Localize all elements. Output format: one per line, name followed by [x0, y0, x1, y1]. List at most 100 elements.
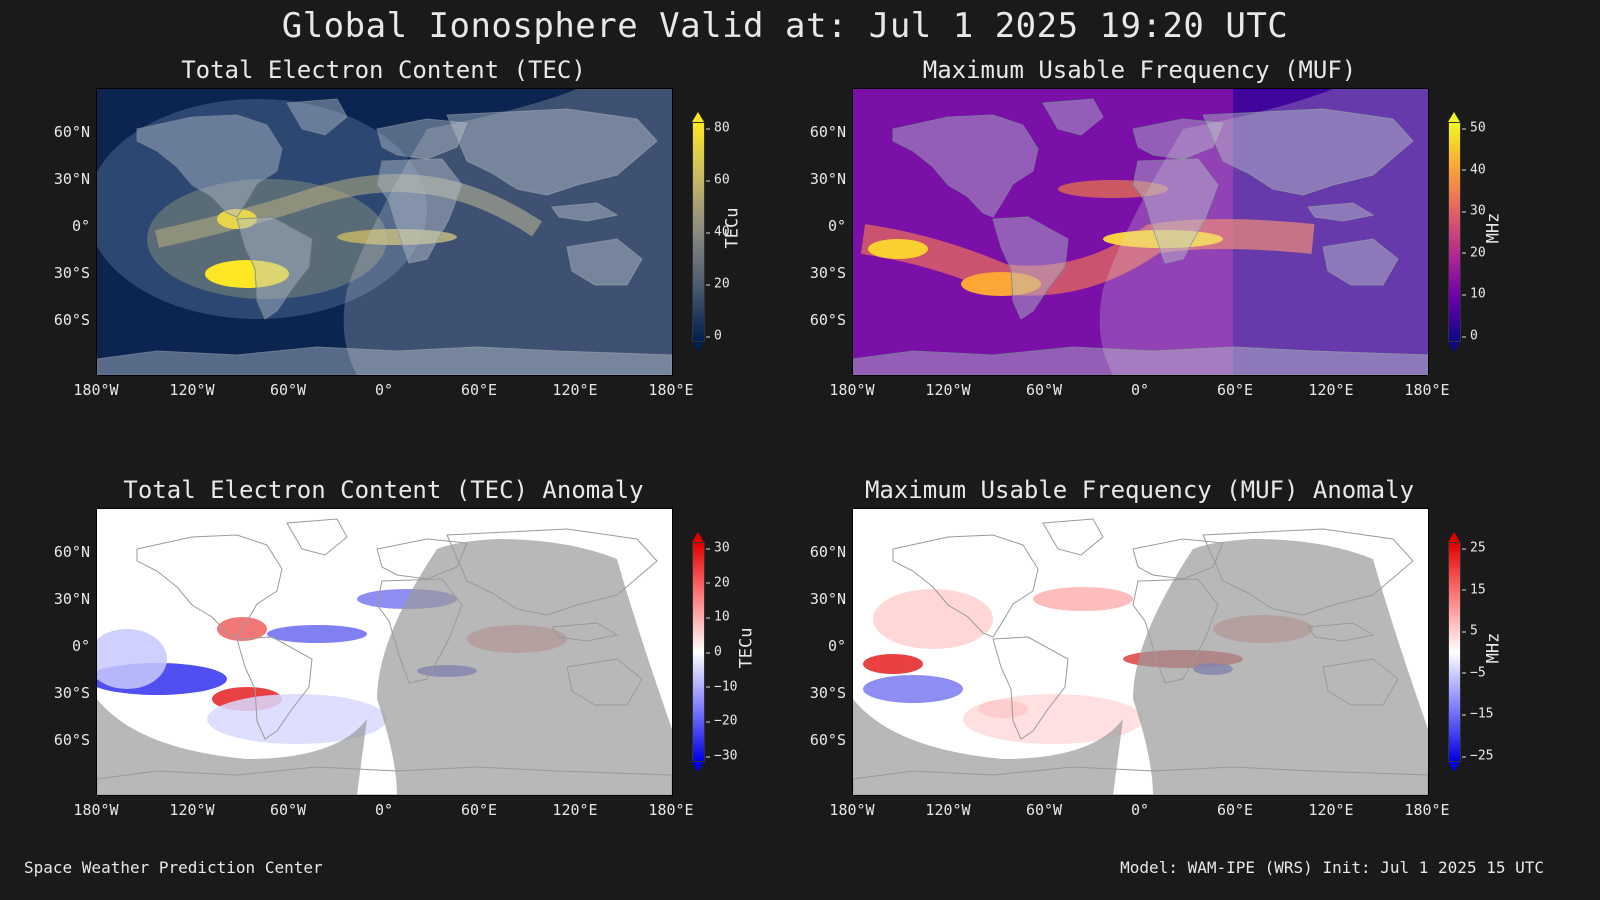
- lat-label: 30°N: [809, 590, 846, 608]
- lon-label: 120°E: [1308, 801, 1354, 819]
- lon-label: 0°: [1130, 801, 1150, 819]
- colorbar-tick-label: 50: [1462, 120, 1486, 136]
- lon-label: 60°E: [1216, 381, 1254, 399]
- tec-anomaly-colorbar: [692, 542, 705, 762]
- colorbar-max-arrow: [692, 532, 704, 542]
- lat-label: 60°S: [53, 731, 90, 749]
- tec-anomaly-colorbar-unit: TECu: [736, 627, 757, 669]
- colorbar-tick-label: 0: [706, 328, 722, 344]
- colorbar-tick-label: 40: [1462, 162, 1486, 178]
- colorbar-tick-label: 20: [1462, 245, 1486, 261]
- muf-anomaly-title: Maximum Usable Frequency (MUF) Anomaly: [864, 476, 1415, 504]
- lat-label: 60°N: [809, 543, 846, 561]
- colorbar-tick-label: 30: [1462, 203, 1486, 219]
- colorbar-tick-label: 20: [706, 575, 730, 591]
- lon-label: 60°W: [269, 381, 307, 399]
- lon-label: 180°E: [1404, 381, 1450, 399]
- muf-colorbar: [1448, 122, 1461, 342]
- main-title: Global Ionosphere Valid at: Jul 1 2025 1…: [281, 6, 1289, 46]
- tec-colorbar: [692, 122, 705, 342]
- muf-colorbar-unit: MHz: [1483, 212, 1504, 244]
- colorbar-tick-label: 10: [706, 609, 730, 625]
- lon-label: 120°W: [169, 801, 215, 819]
- lon-label: 180°W: [73, 381, 119, 399]
- lon-label: 0°: [374, 381, 394, 399]
- colorbar-tick-label: −5: [1462, 665, 1486, 681]
- muf-anomaly-colorbar-unit: MHz: [1483, 632, 1504, 664]
- colorbar-max-arrow: [1448, 532, 1460, 542]
- lat-label: 30°S: [53, 264, 90, 282]
- colorbar-min-arrow: [692, 342, 704, 352]
- lon-label: 60°W: [1025, 801, 1063, 819]
- lon-label: 120°E: [552, 381, 598, 399]
- colorbar-tick-label: 20: [706, 276, 730, 292]
- lat-label: 30°S: [809, 264, 846, 282]
- lon-label: 0°: [1130, 381, 1150, 399]
- tec-contour-field: [97, 89, 672, 375]
- tec-panel: Total Electron Content (TEC) 60°N 30°N 0° 30…: [0, 0, 780, 400]
- colorbar-tick-label: 0: [706, 644, 722, 660]
- colorbar-tick-label: −20: [705, 713, 738, 729]
- lon-label: 120°E: [552, 801, 598, 819]
- lon-label: 180°E: [648, 801, 694, 819]
- muf-anomaly-map: [852, 508, 1429, 796]
- footer-right: Model: WAM-IPE (WRS) Init: Jul 1 2025 15…: [1120, 858, 1544, 877]
- muf-title: Maximum Usable Frequency (MUF): [922, 56, 1357, 84]
- lon-label: 120°W: [925, 801, 971, 819]
- lon-label: 180°W: [73, 801, 119, 819]
- tec-map: [96, 88, 673, 376]
- tec-anomaly-contour-field: [97, 509, 672, 795]
- lon-label: 180°W: [829, 381, 875, 399]
- lat-label: 60°S: [809, 731, 846, 749]
- tec-anomaly-title: Total Electron Content (TEC) Anomaly: [123, 476, 644, 504]
- lon-label: 180°E: [648, 381, 694, 399]
- muf-anomaly-colorbar: [1448, 542, 1461, 762]
- muf-anomaly-contour-field: [853, 509, 1428, 795]
- muf-contour-field: [853, 89, 1428, 375]
- lat-label: 0°: [827, 637, 846, 655]
- colorbar-min-arrow: [692, 762, 704, 772]
- tec-colorbar-unit: TECu: [722, 207, 743, 249]
- muf-panel: Maximum Usable Frequency (MUF) 60°N 30°N 0°…: [756, 0, 1536, 400]
- colorbar-tick-label: −25: [1461, 748, 1494, 764]
- lat-label: 0°: [71, 637, 90, 655]
- lon-label: 120°W: [925, 381, 971, 399]
- lon-label: 120°W: [169, 381, 215, 399]
- lat-label: 60°N: [53, 543, 90, 561]
- lat-label: 30°N: [53, 170, 90, 188]
- colorbar-tick-label: 80: [706, 120, 730, 136]
- lon-label: 60°W: [1025, 381, 1063, 399]
- colorbar-max-arrow: [1448, 112, 1460, 122]
- colorbar-max-arrow: [692, 112, 704, 122]
- footer-left: Space Weather Prediction Center: [24, 858, 323, 877]
- colorbar-tick-label: 30: [706, 540, 730, 556]
- lon-label: 180°W: [829, 801, 875, 819]
- lat-label: 30°S: [53, 684, 90, 702]
- lat-label: 60°N: [809, 123, 846, 141]
- lon-label: 60°E: [460, 381, 498, 399]
- colorbar-tick-label: 25: [1462, 540, 1486, 556]
- colorbar-tick-label: −10: [705, 679, 738, 695]
- colorbar-tick-label: 10: [1462, 286, 1486, 302]
- colorbar-tick-label: 40: [706, 224, 730, 240]
- colorbar-tick-label: 5: [1462, 623, 1478, 639]
- lon-label: 60°E: [460, 801, 498, 819]
- lat-label: 60°N: [53, 123, 90, 141]
- lon-label: 120°E: [1308, 381, 1354, 399]
- lon-label: 180°E: [1404, 801, 1450, 819]
- tec-anomaly-panel: Total Electron Content (TEC) Anomaly 60°N…: [0, 420, 780, 820]
- tec-title: Total Electron Content (TEC): [181, 56, 586, 84]
- lat-label: 60°S: [809, 311, 846, 329]
- lat-label: 0°: [71, 217, 90, 235]
- lon-label: 60°W: [269, 801, 307, 819]
- muf-map: [852, 88, 1429, 376]
- lat-label: 30°N: [809, 170, 846, 188]
- colorbar-tick-label: −30: [705, 748, 738, 764]
- lat-label: 0°: [827, 217, 846, 235]
- lat-label: 30°N: [53, 590, 90, 608]
- lat-label: 60°S: [53, 311, 90, 329]
- colorbar-tick-label: −15: [1461, 706, 1494, 722]
- colorbar-tick-label: 60: [706, 172, 730, 188]
- tec-anomaly-map: [96, 508, 673, 796]
- colorbar-min-arrow: [1448, 342, 1460, 352]
